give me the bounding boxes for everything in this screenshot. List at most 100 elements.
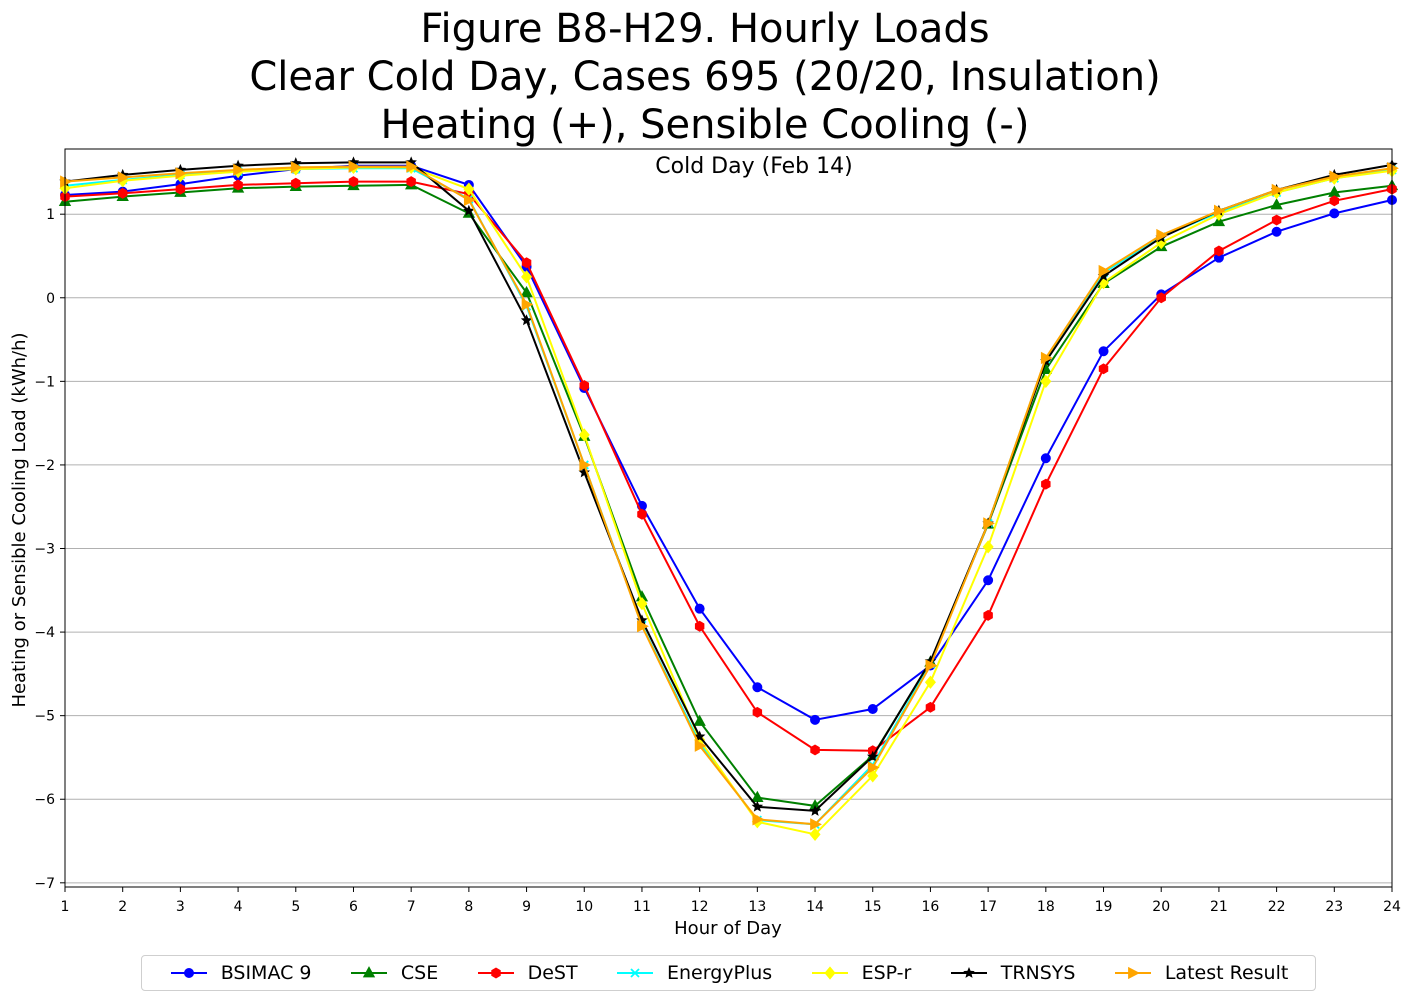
data-point-marker [520, 285, 533, 298]
y-tick-label: −5 [34, 709, 55, 725]
series-line [64, 180, 1393, 752]
x-tick-label: 4 [234, 899, 243, 915]
x-tick-label: 15 [864, 899, 882, 915]
data-point-marker [693, 730, 706, 742]
data-point-marker [752, 813, 765, 826]
data-point-marker [521, 257, 532, 269]
data-point-marker [362, 966, 376, 978]
x-tick-label: 20 [1152, 899, 1170, 915]
data-point-marker [1040, 351, 1053, 365]
data-point-marker [60, 175, 72, 188]
legend-label: CSE [400, 962, 439, 984]
data-point-marker [866, 750, 879, 762]
chart-title-line-1: Figure B8-H29. Hourly Loads [420, 6, 990, 52]
data-point-marker [1098, 363, 1109, 375]
legend-item: EnergyPlus [615, 962, 772, 984]
grid-lines [65, 213, 1392, 884]
data-point-marker [962, 966, 975, 978]
series-line [64, 183, 1393, 807]
legend-item: BSIMAC 9 [169, 962, 312, 984]
chart-subtitle: Cold Day (Feb 14) [655, 154, 852, 179]
data-point-marker [810, 744, 820, 756]
data-point-marker [1041, 478, 1051, 490]
data-point-marker [175, 183, 186, 195]
data-point-marker [348, 176, 359, 188]
data-point-marker [630, 968, 640, 978]
legend-swatch [350, 966, 387, 978]
data-point-marker [1271, 214, 1282, 226]
data-point-marker [521, 298, 534, 311]
data-point-marker [233, 179, 243, 191]
series-bsimac-9 [60, 160, 1397, 725]
y-tick-label: −4 [34, 625, 55, 641]
y-tick-label: 1 [46, 207, 55, 223]
x-tick-label: 19 [1095, 899, 1113, 915]
data-point-marker [809, 827, 821, 841]
x-tick-label: 2 [118, 899, 127, 915]
x-tick-label: 12 [691, 899, 709, 915]
x-tick-label: 13 [748, 899, 766, 915]
series-line [64, 164, 1393, 721]
data-point-marker [490, 967, 501, 979]
data-point-marker [1271, 183, 1284, 197]
series-layer [58, 156, 1399, 841]
x-tick-label: 22 [1268, 899, 1286, 915]
legend-item: CSE [349, 962, 438, 984]
x-tick-label: 24 [1383, 899, 1401, 915]
chart-title-line-3: Heating (+), Sensible Cooling (-) [380, 102, 1030, 148]
data-point-marker [183, 968, 194, 978]
y-tick-label: −3 [34, 542, 55, 558]
data-point-marker [175, 167, 188, 180]
chart-legend: BSIMAC 9 CSE DeST EnergyPlus ESP-r TRNSYS Late… [141, 955, 1316, 991]
data-point-marker [809, 804, 821, 816]
x-tick-label: 14 [806, 899, 824, 915]
data-point-marker [810, 818, 822, 831]
data-point-marker [1387, 162, 1399, 175]
data-point-marker [810, 714, 821, 725]
plot-frame [64, 148, 1393, 888]
y-axis-label: Heating or Sensible Cooling Load (kWh/h) [9, 332, 30, 707]
data-point-marker [1156, 228, 1169, 242]
data-point-marker [983, 575, 994, 586]
legend-label: Latest Result [1164, 962, 1289, 984]
x-tick-label: 16 [922, 899, 940, 915]
data-point-marker [1329, 195, 1340, 207]
x-tick-label: 1 [61, 899, 70, 915]
data-point-marker [1098, 264, 1111, 278]
y-tick-label: −6 [34, 792, 55, 808]
series-line [64, 166, 1393, 836]
data-point-marker [233, 163, 245, 177]
data-point-marker [117, 171, 130, 184]
data-point-marker [463, 204, 475, 216]
legend-item: Latest Result [1113, 962, 1288, 984]
data-point-marker [578, 428, 590, 442]
x-tick-label: 10 [575, 899, 593, 915]
x-tick-label: 11 [633, 899, 651, 915]
data-point-marker [406, 176, 416, 188]
data-point-marker [1156, 292, 1166, 304]
data-point-marker [1329, 208, 1340, 219]
x-axis-label: Hour of Day [674, 918, 782, 939]
series-line [64, 161, 1393, 812]
x-tick-label: 21 [1210, 899, 1228, 915]
data-point-marker [406, 160, 419, 173]
legend-label: EnergyPlus [666, 962, 773, 984]
data-point-marker [751, 800, 764, 812]
data-point-marker [1271, 226, 1282, 237]
series-latest-result [60, 160, 1399, 831]
data-point-marker [579, 380, 589, 391]
x-tick-label: 3 [176, 899, 185, 915]
data-point-marker [867, 703, 878, 714]
legend-swatch [170, 968, 207, 978]
legend-label: TRNSYS [1000, 962, 1076, 984]
data-point-marker [1040, 453, 1051, 464]
legend-swatch [811, 966, 848, 980]
data-point-marker [1127, 966, 1140, 980]
series-line [64, 167, 1393, 826]
data-point-marker [291, 177, 301, 189]
legend-label: ESP-r [861, 962, 912, 984]
x-tick-label: 7 [407, 899, 416, 915]
x-tick-label: 6 [349, 899, 358, 915]
series-dest [60, 176, 1397, 757]
